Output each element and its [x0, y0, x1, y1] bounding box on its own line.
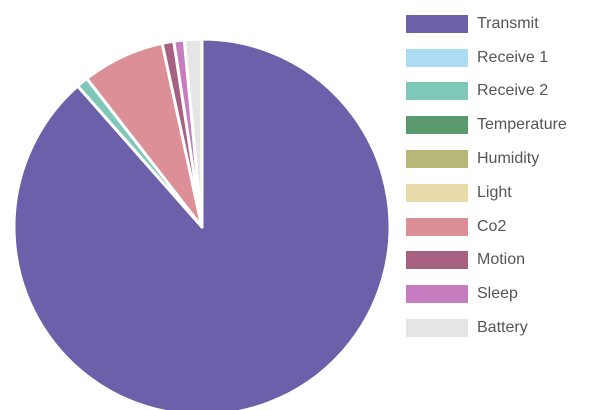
legend-label: Receive 2	[477, 82, 549, 100]
legend-label: Battery	[477, 319, 528, 337]
legend-swatch	[406, 14, 468, 33]
legend-swatch	[406, 183, 468, 202]
legend-label: Temperature	[477, 116, 567, 134]
pie-slice-battery[interactable]	[182, 37, 204, 229]
legend-item-transmit[interactable]: Transmit	[406, 7, 596, 41]
legend-swatch	[406, 319, 468, 338]
legend-swatch	[406, 217, 468, 236]
legend-item-co2[interactable]: Co2	[406, 210, 596, 244]
legend-swatch	[406, 48, 468, 67]
legend-label: Sleep	[477, 285, 518, 303]
legend-item-battery[interactable]: Battery	[406, 311, 596, 345]
legend-item-motion[interactable]: Motion	[406, 244, 596, 278]
legend-swatch	[406, 82, 468, 101]
legend-item-sleep[interactable]: Sleep	[406, 277, 596, 311]
legend-label: Transmit	[477, 14, 539, 32]
legend-label: Receive 1	[477, 48, 549, 66]
legend-item-humidity[interactable]: Humidity	[406, 142, 596, 176]
pie-slice-transmit[interactable]	[12, 37, 392, 410]
legend-item-receive-1[interactable]: Receive 1	[406, 41, 596, 75]
legend-swatch	[406, 285, 468, 304]
legend: Transmit Receive 1 Receive 2 Temperature Hum…	[406, 7, 596, 345]
legend-item-light[interactable]: Light	[406, 176, 596, 210]
legend-item-temperature[interactable]: Temperature	[406, 108, 596, 142]
legend-label: Co2	[477, 217, 507, 235]
legend-swatch	[406, 150, 468, 169]
legend-swatch	[406, 116, 468, 135]
legend-item-receive-2[interactable]: Receive 2	[406, 75, 596, 109]
legend-label: Humidity	[477, 150, 540, 168]
legend-label: Light	[477, 183, 512, 201]
legend-label: Motion	[477, 251, 526, 269]
legend-swatch	[406, 251, 468, 270]
